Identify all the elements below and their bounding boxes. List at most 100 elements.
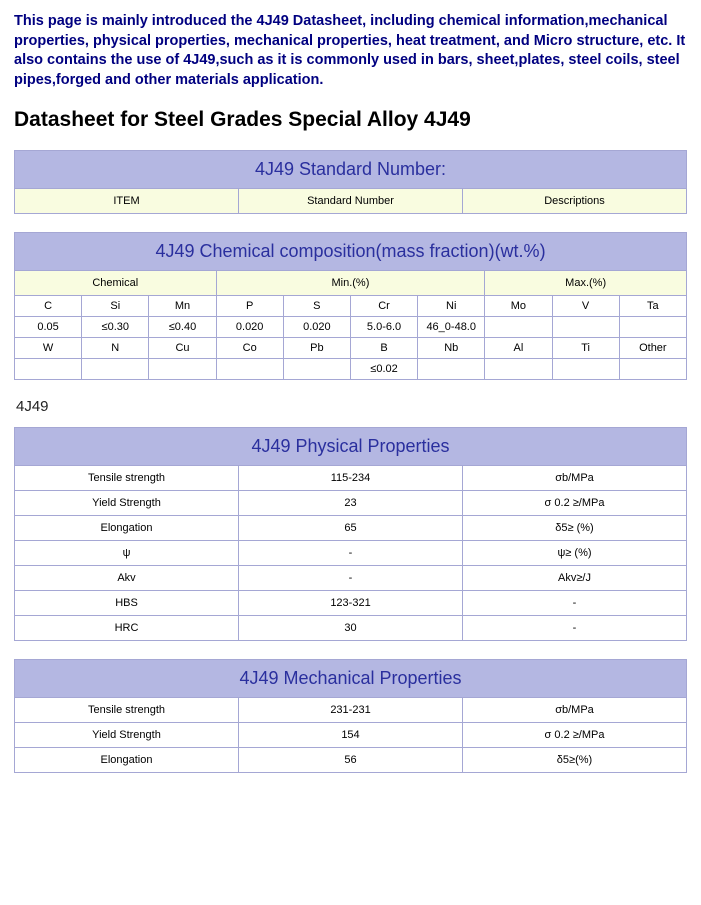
intro-paragraph: This page is mainly introduced the 4J49 …	[14, 12, 687, 90]
chem-row1-values: 0.05≤0.30≤0.400.0200.0205.0-6.046_0-48.0	[15, 317, 687, 338]
chem-label-cell: Co	[216, 338, 283, 359]
chem-label-cell: Nb	[418, 338, 485, 359]
prop-value: -	[239, 566, 463, 591]
chem-label-cell: Mo	[485, 296, 552, 317]
chem-label-cell: P	[216, 296, 283, 317]
chem-value-cell: ≤0.40	[149, 317, 216, 338]
prop-name: Tensile strength	[15, 698, 239, 723]
section-label: 4J49	[16, 398, 687, 415]
prop-value: 115-234	[239, 466, 463, 491]
property-row: Elongation65δ5≥ (%)	[15, 516, 687, 541]
chem-value-cell: 46_0-48.0	[418, 317, 485, 338]
prop-value: -	[239, 541, 463, 566]
chem-value-cell	[15, 359, 82, 380]
prop-unit: σb/MPa	[463, 698, 687, 723]
prop-name: Akv	[15, 566, 239, 591]
chem-label-cell: Cr	[350, 296, 417, 317]
chem-value-cell	[619, 317, 686, 338]
chem-value-cell	[485, 359, 552, 380]
standard-number-table: 4J49 Standard Number: ITEM Standard Numb…	[14, 150, 687, 214]
chemical-title: 4J49 Chemical composition(mass fraction)…	[15, 233, 687, 271]
chem-label-cell: Ti	[552, 338, 619, 359]
chem-label-cell: Si	[82, 296, 149, 317]
property-row: Tensile strength231-231σb/MPa	[15, 698, 687, 723]
prop-value: 123-321	[239, 591, 463, 616]
prop-name: HRC	[15, 616, 239, 641]
prop-value: 65	[239, 516, 463, 541]
prop-value: 30	[239, 616, 463, 641]
chem-value-cell	[82, 359, 149, 380]
chem-row2-labels: WNCuCoPbBNbAlTiOther	[15, 338, 687, 359]
chem-label-cell: B	[350, 338, 417, 359]
mechanical-properties-table: 4J49 Mechanical Properties Tensile stren…	[14, 659, 687, 773]
mechanical-title: 4J49 Mechanical Properties	[15, 660, 687, 698]
prop-name: HBS	[15, 591, 239, 616]
chem-group-min: Min.(%)	[216, 271, 485, 296]
physical-properties-table: 4J49 Physical Properties Tensile strengt…	[14, 427, 687, 641]
prop-unit: δ5≥ (%)	[463, 516, 687, 541]
page-title: Datasheet for Steel Grades Special Alloy…	[14, 108, 687, 132]
prop-value: 231-231	[239, 698, 463, 723]
property-row: ψ-ψ≥ (%)	[15, 541, 687, 566]
prop-unit: σb/MPa	[463, 466, 687, 491]
prop-unit: δ5≥(%)	[463, 748, 687, 773]
prop-name: Elongation	[15, 516, 239, 541]
chem-label-cell: Pb	[283, 338, 350, 359]
prop-unit: -	[463, 616, 687, 641]
prop-name: Yield Strength	[15, 491, 239, 516]
chem-label-cell: Ni	[418, 296, 485, 317]
chem-label-cell: Al	[485, 338, 552, 359]
property-row: Tensile strength115-234σb/MPa	[15, 466, 687, 491]
chem-value-cell	[418, 359, 485, 380]
prop-unit: σ 0.2 ≥/MPa	[463, 491, 687, 516]
chem-value-cell	[149, 359, 216, 380]
chem-label-cell: N	[82, 338, 149, 359]
prop-name: Elongation	[15, 748, 239, 773]
prop-value: 23	[239, 491, 463, 516]
prop-name: Tensile strength	[15, 466, 239, 491]
prop-name: ψ	[15, 541, 239, 566]
chem-value-cell	[485, 317, 552, 338]
chem-label-cell: Other	[619, 338, 686, 359]
chem-row2-values: ≤0.02	[15, 359, 687, 380]
chem-label-cell: V	[552, 296, 619, 317]
physical-title: 4J49 Physical Properties	[15, 428, 687, 466]
col-standard-number: Standard Number	[239, 189, 463, 214]
chem-value-cell: 0.05	[15, 317, 82, 338]
chem-value-cell: 5.0-6.0	[350, 317, 417, 338]
chem-value-cell	[552, 359, 619, 380]
prop-unit: σ 0.2 ≥/MPa	[463, 723, 687, 748]
standard-number-title: 4J49 Standard Number:	[15, 151, 687, 189]
prop-unit: Akv≥/J	[463, 566, 687, 591]
chem-group-max: Max.(%)	[485, 271, 687, 296]
chem-label-cell: W	[15, 338, 82, 359]
property-row: Elongation56δ5≥(%)	[15, 748, 687, 773]
property-row: Akv-Akv≥/J	[15, 566, 687, 591]
chem-value-cell: ≤0.30	[82, 317, 149, 338]
chem-label-cell: Ta	[619, 296, 686, 317]
chem-row1-labels: CSiMnPSCrNiMoVTa	[15, 296, 687, 317]
property-row: Yield Strength154σ 0.2 ≥/MPa	[15, 723, 687, 748]
prop-unit: -	[463, 591, 687, 616]
col-item: ITEM	[15, 189, 239, 214]
chem-value-cell	[283, 359, 350, 380]
prop-name: Yield Strength	[15, 723, 239, 748]
property-row: Yield Strength23σ 0.2 ≥/MPa	[15, 491, 687, 516]
prop-value: 154	[239, 723, 463, 748]
prop-unit: ψ≥ (%)	[463, 541, 687, 566]
chem-value-cell	[552, 317, 619, 338]
chem-label-cell: Mn	[149, 296, 216, 317]
chem-value-cell: ≤0.02	[350, 359, 417, 380]
property-row: HRC30-	[15, 616, 687, 641]
chem-value-cell: 0.020	[216, 317, 283, 338]
chemical-composition-table: 4J49 Chemical composition(mass fraction)…	[14, 232, 687, 380]
property-row: HBS123-321-	[15, 591, 687, 616]
chem-label-cell: S	[283, 296, 350, 317]
prop-value: 56	[239, 748, 463, 773]
chem-value-cell	[619, 359, 686, 380]
col-descriptions: Descriptions	[463, 189, 687, 214]
chem-value-cell	[216, 359, 283, 380]
chem-group-chemical: Chemical	[15, 271, 217, 296]
chem-label-cell: Cu	[149, 338, 216, 359]
chem-value-cell: 0.020	[283, 317, 350, 338]
